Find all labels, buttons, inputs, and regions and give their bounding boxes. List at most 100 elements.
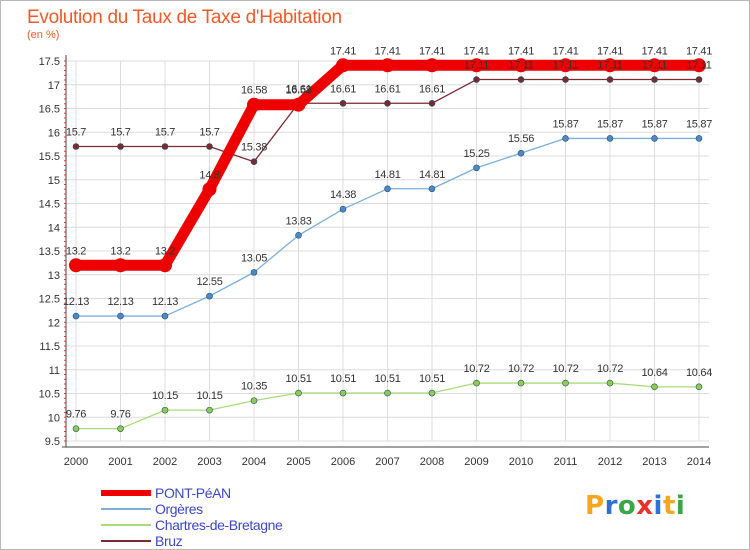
data-labels-group: 13.2 13.2 13.2 14.8 16.58 16.58 17.41 17.41 17.4… [63, 45, 713, 421]
data-point [562, 135, 569, 142]
chart-title: Evolution du Taux de Taxe d'Habitation [27, 7, 342, 28]
legend-swatch [101, 508, 151, 510]
data-point [380, 58, 395, 73]
data-label: 17.11 [686, 60, 711, 72]
data-label: 10.51 [374, 373, 400, 385]
x-tick-label: 2008 [420, 456, 444, 468]
data-point [517, 76, 525, 83]
y-tick-label: 16.5 [39, 104, 60, 116]
x-tick-label: 2002 [153, 456, 177, 468]
data-label: 16.58 [241, 85, 267, 97]
data-label: 9.76 [66, 409, 86, 421]
data-label: 10.15 [152, 390, 178, 402]
data-label: 15.56 [508, 133, 534, 145]
logo-letter: o [617, 491, 637, 521]
data-label: 17.41 [597, 45, 623, 57]
data-label: 10.72 [552, 363, 578, 375]
data-point [117, 312, 124, 320]
data-label: 10.72 [508, 363, 534, 375]
x-tick-label: 2010 [509, 456, 533, 468]
data-label: 9.76 [110, 409, 130, 421]
data-label: 13.2 [66, 245, 86, 257]
data-label: 10.64 [641, 367, 667, 379]
data-point [250, 269, 258, 276]
data-label: 17.41 [419, 45, 445, 57]
data-label: 17.11 [642, 60, 667, 72]
x-tick-label: 2014 [687, 456, 711, 468]
y-tick-label: 12 [48, 317, 60, 329]
legend-swatch [101, 490, 151, 496]
data-point [339, 99, 347, 107]
logo-letter: i [675, 491, 686, 521]
data-label: 17.41 [330, 45, 356, 57]
y-tick-label: 12.5 [39, 294, 60, 306]
data-point [558, 58, 573, 73]
data-point [113, 258, 128, 273]
data-label: 16.58 [285, 85, 311, 97]
data-point [117, 425, 124, 432]
logo-letter: i [653, 491, 663, 521]
grid-lines [66, 60, 709, 442]
data-label: 14.8 [199, 169, 219, 181]
y-tick-label: 14 [48, 222, 60, 234]
x-tick-label: 2012 [598, 456, 622, 468]
data-label: 13.2 [110, 245, 130, 257]
legend-swatch [101, 524, 151, 526]
logo-letter: x [636, 491, 654, 521]
data-label: 12.13 [63, 296, 89, 308]
data-point [428, 185, 436, 193]
data-label: 12.55 [196, 276, 222, 288]
y-tick-label: 11.5 [39, 341, 60, 353]
data-label: 16.61 [419, 83, 445, 95]
data-point [117, 143, 124, 150]
x-tick-label: 2001 [108, 456, 132, 468]
data-label: 15.87 [552, 118, 578, 130]
data-label: 15.87 [597, 118, 623, 130]
x-tick-label: 2004 [242, 456, 266, 468]
legend-label: Orgères [155, 501, 203, 517]
data-label: 17.11 [553, 60, 578, 72]
data-label: 17.41 [508, 45, 534, 57]
x-tick-label: 2000 [64, 456, 88, 468]
data-point [206, 406, 213, 414]
data-label: 10.51 [330, 373, 356, 385]
data-label: 13.2 [155, 245, 175, 257]
data-point [384, 185, 391, 193]
data-point [695, 76, 703, 83]
data-point [606, 379, 614, 387]
y-tick-label: 13.5 [39, 246, 60, 258]
data-label: 10.51 [285, 373, 311, 385]
data-point [384, 99, 391, 107]
y-tick-label: 14.5 [39, 199, 60, 211]
x-tick-label: 2006 [331, 456, 355, 468]
data-point [603, 58, 617, 73]
data-point [72, 143, 80, 150]
data-label: 12.13 [152, 296, 178, 308]
data-point [161, 143, 169, 150]
data-label: 15.7 [66, 127, 86, 139]
y-tick-label: 17.5 [39, 56, 60, 68]
data-point [647, 58, 662, 73]
data-label: 16.61 [285, 83, 311, 95]
data-point [428, 389, 436, 397]
data-label: 15.7 [199, 127, 219, 139]
chart-unit: (en %) [27, 29, 60, 41]
y-tick-label: 15 [48, 175, 60, 187]
y-tick-label: 13 [48, 270, 60, 282]
x-tick-label: 2013 [642, 456, 666, 468]
data-label: 15.7 [110, 127, 130, 139]
data-label: 14.81 [419, 169, 445, 181]
x-tick-label: 2009 [464, 456, 488, 468]
x-tick-label: 2005 [286, 456, 310, 468]
data-label: 17.41 [463, 45, 489, 57]
series-group [69, 58, 706, 432]
data-label: 16.61 [330, 83, 356, 95]
data-label: 16.61 [374, 83, 400, 95]
data-point [692, 58, 706, 73]
logo-letter: P [585, 491, 605, 521]
data-point [206, 143, 213, 150]
y-tick-label: 10 [48, 412, 60, 424]
data-point [473, 76, 480, 83]
data-point [336, 58, 350, 73]
